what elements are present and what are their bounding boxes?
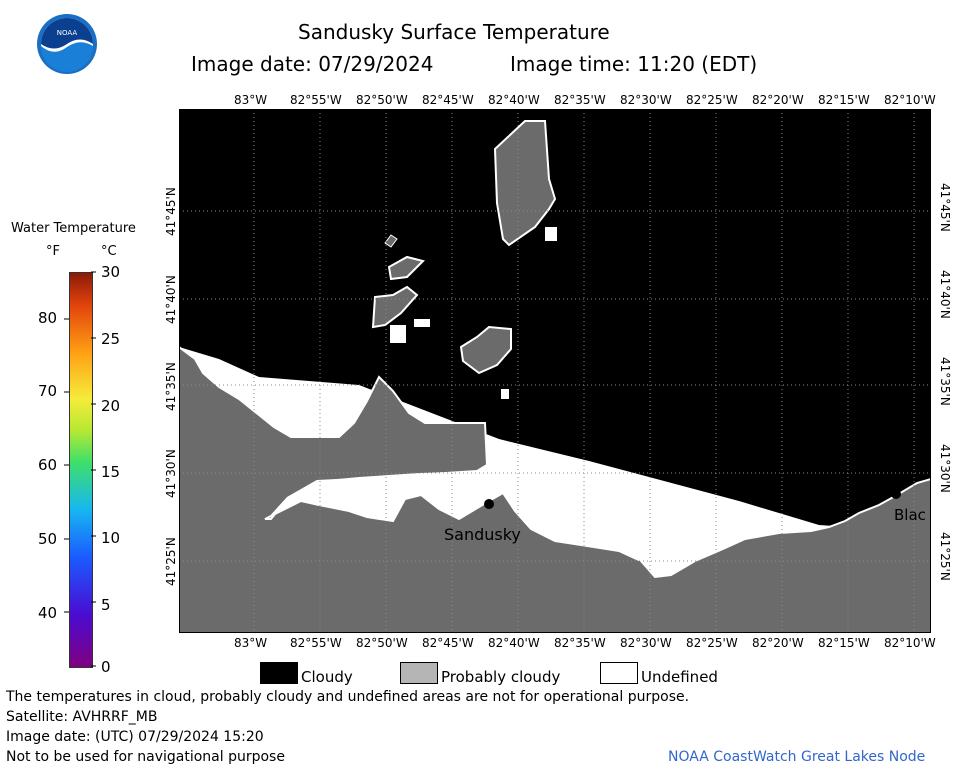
colorbar [69,272,93,668]
map-probably-cloudy-patch [371,285,419,329]
lat-label-right: 41°35'N [938,357,952,406]
footer-utc-date: Image date: (UTC) 07/29/2024 15:20 [6,729,264,745]
footer-note: The temperatures in cloud, probably clou… [6,689,690,705]
lon-label-bottom: 82°25'W [686,636,738,650]
lon-label-top: 82°35'W [554,93,606,107]
colorbar-f-tick: 80 [38,309,58,327]
place-label-sandusky: Sandusky [444,525,521,544]
lon-label-top: 82°10'W [884,93,936,107]
map-undefined-spot [414,319,430,327]
place-label-blac: Blac [894,506,926,524]
lon-label-bottom: 82°10'W [884,636,936,650]
colorbar-f-tick: 40 [38,604,58,622]
map-sandusky-bay [267,471,509,521]
sandusky-marker [484,499,494,509]
lon-label-bottom: 82°20'W [752,636,804,650]
lon-label-top: 82°45'W [422,93,474,107]
lat-label-right: 41°25'N [938,532,952,581]
lat-label-left: 41°45'N [164,187,178,236]
lon-label-top: 82°55'W [290,93,342,107]
colorbar-c-tick: 25 [101,330,121,348]
legend-undefined-swatch [600,662,638,684]
lon-label-bottom: 82°35'W [554,636,606,650]
lat-label-left: 41°40'N [164,275,178,324]
map-undefined-spot [390,325,406,343]
colorbar-f-tick: 50 [38,530,58,548]
colorbar-c-tick: 30 [101,263,121,281]
map-undefined-spot [501,389,509,399]
lat-label-left: 41°30'N [164,449,178,498]
lon-label-top: 82°30'W [620,93,672,107]
legend-cloudy-swatch [260,662,298,684]
legend-probably-cloudy-swatch [400,662,438,684]
lon-label-bottom: 82°15'W [818,636,870,650]
colorbar-c-tick: 15 [101,463,121,481]
map-probably-cloudy-patch [387,255,425,281]
image-time: Image time: 11:20 (EDT) [510,52,758,76]
lat-label-right: 41°30'N [938,444,952,493]
colorbar-f-tick: 70 [38,382,58,400]
noaa-logo: NOAA [36,13,98,75]
footer-satellite: Satellite: AVHRRF_MB [6,709,158,725]
map-graticule [179,109,931,633]
lon-label-bottom: 82°50'W [356,636,408,650]
lon-label-top: 82°20'W [752,93,804,107]
lon-label-bottom: 82°40'W [488,636,540,650]
map-canvas [179,109,931,633]
lat-label-left: 41°25'N [164,537,178,586]
lon-label-bottom: 82°45'W [422,636,474,650]
lon-label-top: 82°40'W [488,93,540,107]
legend-undefined-label: Undefined [641,668,718,686]
image-date: Image date: 07/29/2024 [191,52,434,76]
footer-credit: NOAA CoastWatch Great Lakes Node [668,749,926,765]
map-probably-cloudy-patch [384,234,398,248]
legend-probably-cloudy-label: Probably cloudy [441,668,561,686]
lat-label-right: 41°45'N [938,183,952,232]
lon-label-top: 82°15'W [818,93,870,107]
lat-label-left: 41°35'N [164,362,178,411]
colorbar-unit-c: °C [101,244,117,259]
colorbar-ticks [64,271,96,667]
footer-nav-warning: Not to be used for navigational purpose [6,749,285,765]
lon-label-bottom: 82°30'W [620,636,672,650]
map-undefined-spot [545,227,557,241]
lon-label-top: 82°50'W [356,93,408,107]
lat-label-right: 41°40'N [938,270,952,319]
lon-label-bottom: 83°W [234,636,268,650]
colorbar-c-tick: 10 [101,529,121,547]
blac-marker [891,489,901,499]
map-probably-cloudy-patch [493,120,557,247]
lon-label-top: 82°25'W [686,93,738,107]
colorbar-unit-f: °F [46,244,60,259]
page-title: Sandusky Surface Temperature [298,20,610,44]
map-probably-cloudy-patch [459,325,512,375]
colorbar-c-tick: 0 [101,658,111,676]
colorbar-c-tick: 5 [101,596,111,614]
lon-label-bottom: 82°55'W [290,636,342,650]
colorbar-f-tick: 60 [38,456,58,474]
map-border [179,109,931,633]
lon-label-top: 83°W [234,93,268,107]
noaa-logo-text: NOAA [57,29,78,37]
legend-cloudy-label: Cloudy [301,668,353,686]
colorbar-title: Water Temperature [11,221,136,236]
colorbar-c-tick: 20 [101,397,121,415]
